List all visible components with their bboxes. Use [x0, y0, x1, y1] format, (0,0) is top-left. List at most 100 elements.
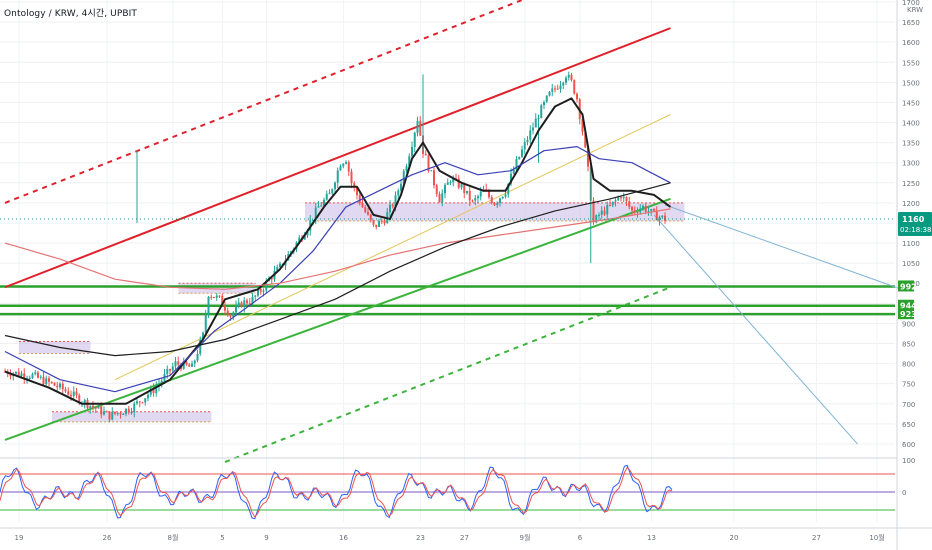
candle-body [518, 156, 521, 160]
candle-body [339, 166, 342, 171]
candle-body [600, 210, 603, 215]
y-tick-label: 1050 [902, 260, 920, 268]
candle-body [262, 290, 265, 292]
candle-body [416, 120, 419, 133]
line-layer [0, 0, 902, 463]
candle-body [493, 202, 496, 206]
candle-body [581, 118, 584, 132]
candle-body [155, 386, 158, 394]
candle-body [94, 407, 97, 409]
candle-body [97, 406, 100, 409]
candle-body [67, 391, 70, 395]
candle-body [336, 170, 339, 183]
candle-body [42, 376, 45, 385]
candle-body [361, 203, 364, 208]
candle-body [191, 363, 193, 367]
candle-body [243, 300, 246, 307]
candle-body [78, 395, 81, 404]
currency-label: KRW [907, 6, 923, 14]
x-tick-label: 27 [460, 534, 469, 542]
candle-body [89, 405, 92, 409]
candle-body [534, 118, 537, 128]
candle-body [551, 88, 554, 92]
candle-body [240, 302, 243, 307]
candle-body [347, 162, 350, 172]
candle-body [9, 374, 12, 377]
candle-body [471, 200, 474, 202]
candle-body [647, 211, 650, 213]
candle-body [232, 312, 235, 317]
candle-body [331, 189, 334, 194]
candle-body [622, 197, 625, 199]
x-tick-label: 9월 [520, 533, 531, 542]
candle-body [598, 214, 600, 216]
candle-body [353, 183, 356, 188]
candle-body [400, 183, 402, 191]
candle-body [367, 211, 369, 215]
candle-body [196, 353, 199, 361]
candle-body [166, 369, 169, 375]
candle-body [427, 155, 430, 171]
x-tick-label: 27 [812, 534, 821, 542]
oscillator-layer [0, 464, 895, 520]
candle-body [342, 163, 345, 167]
candle-body [64, 389, 67, 392]
candle-body [529, 130, 532, 140]
candle-body [466, 190, 468, 194]
y-tick-label: 900 [902, 320, 915, 328]
candle-body [61, 383, 64, 390]
zone-resistance_zone [305, 202, 685, 221]
y-tick-label: 1500 [902, 79, 920, 87]
level-badge-992 [898, 280, 914, 292]
candle-body [515, 159, 518, 170]
candle-body [372, 219, 375, 225]
candle-body [394, 195, 397, 207]
candle-body [138, 401, 141, 403]
candle-body [92, 405, 94, 408]
candle-body [474, 198, 477, 201]
candle-body [125, 408, 127, 415]
candle-body [507, 183, 510, 195]
candle-body [644, 205, 647, 212]
candle-body [75, 391, 78, 396]
candle-body [567, 74, 570, 78]
y-tick-label: 700 [902, 401, 915, 409]
candle-body [279, 263, 281, 267]
candle-body [449, 182, 452, 184]
candle-body [34, 372, 37, 375]
candle-body [169, 369, 171, 371]
trendline-channel_upper [4, 27, 671, 289]
symbol-title: Ontology / KRW, 4시간, UPBIT [4, 9, 137, 19]
candle-body [446, 182, 449, 185]
candle-body [625, 197, 628, 202]
y-tick-label: 800 [902, 361, 915, 369]
candle-body [391, 204, 394, 207]
candle-body [369, 214, 372, 220]
candle-body [543, 101, 545, 106]
candle-body [108, 411, 111, 420]
candle-body [122, 414, 125, 416]
candle-body [565, 77, 567, 83]
candle-body [488, 191, 490, 198]
candle-body [298, 237, 301, 243]
candle-body [460, 184, 463, 188]
candle-body [510, 173, 512, 184]
candle-body [540, 105, 543, 119]
candle-body [254, 295, 257, 297]
x-tick-label: 19 [15, 534, 24, 542]
candle-body [345, 162, 347, 164]
candle-body [237, 302, 240, 306]
candle-body [229, 315, 232, 317]
candle-body [133, 403, 136, 413]
candle-body [136, 401, 138, 404]
candle-body [584, 131, 587, 148]
x-tick-label: 26 [103, 534, 112, 542]
candle-body [545, 95, 548, 102]
candle-body [270, 278, 273, 280]
candle-body [532, 127, 534, 131]
candle-body [380, 220, 383, 222]
candle-body [570, 74, 573, 81]
x-tick-label: 9 [264, 534, 268, 542]
candle-body [650, 209, 653, 212]
